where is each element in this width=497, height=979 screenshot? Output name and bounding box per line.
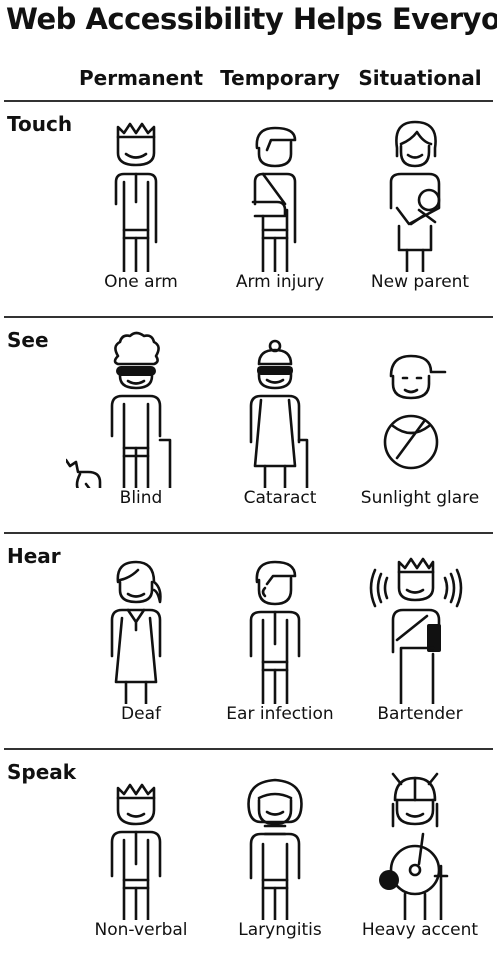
category-label-touch: Touch: [7, 112, 73, 136]
cell-sunlight-glare: Sunlight glare: [345, 316, 495, 532]
cell-blind: Blind: [66, 316, 216, 532]
caption-one-arm: One arm: [104, 272, 178, 292]
cell-new-parent: New parent: [345, 100, 495, 316]
caption-laryngitis: Laryngitis: [238, 920, 322, 940]
page-title: Web Accessibility Helps Everyone: [6, 2, 497, 36]
cell-deaf: Deaf: [66, 532, 216, 748]
section-speak: Speak Non-verbal Laryngitis: [0, 748, 497, 964]
cataract-figure-icon: [249, 339, 309, 488]
sunlight-glare-figure-icon: [383, 354, 447, 470]
cell-heavy-accent: Heavy accent: [345, 748, 495, 964]
column-header-temporary: Temporary: [220, 66, 340, 90]
caption-non-verbal: Non-verbal: [94, 920, 188, 940]
section-touch: Touch One arm Arm injury: [0, 100, 497, 316]
caption-heavy-accent: Heavy accent: [361, 920, 479, 940]
caption-ear-infection: Ear infection: [226, 704, 334, 724]
cell-arm-injury: Arm injury: [205, 100, 355, 316]
category-label-hear: Hear: [7, 544, 61, 568]
deaf-figure-icon: [110, 560, 162, 704]
section-divider: [4, 316, 493, 318]
category-label-see: See: [7, 328, 49, 352]
ear-infection-figure-icon: [249, 560, 301, 704]
column-header-permanent: Permanent: [78, 66, 204, 90]
bartender-figure-icon: [369, 557, 463, 704]
caption-blind: Blind: [119, 488, 163, 508]
caption-sunlight-glare: Sunlight glare: [360, 488, 480, 508]
section-hear: Hear Deaf Ear infection: [0, 532, 497, 748]
cell-one-arm: One arm: [66, 100, 216, 316]
column-header-situational: Situational: [358, 66, 482, 90]
non-verbal-figure-icon: [110, 783, 162, 920]
section-divider: [4, 748, 493, 750]
cell-ear-infection: Ear infection: [205, 532, 355, 748]
laryngitis-figure-icon: [247, 778, 303, 920]
category-label-speak: Speak: [7, 760, 77, 784]
caption-arm-injury: Arm injury: [235, 272, 325, 292]
cell-cataract: Cataract: [205, 316, 355, 532]
caption-new-parent: New parent: [370, 272, 470, 292]
caption-bartender: Bartender: [377, 704, 463, 724]
section-see: See Blind Cataract: [0, 316, 497, 532]
cell-laryngitis: Laryngitis: [205, 748, 355, 964]
arm-injury-figure-icon: [251, 126, 297, 272]
cell-non-verbal: Non-verbal: [66, 748, 216, 964]
caption-deaf: Deaf: [121, 704, 161, 724]
cell-bartender: Bartender: [345, 532, 495, 748]
new-parent-figure-icon: [389, 120, 441, 272]
one-arm-figure-icon: [114, 122, 158, 272]
blind-figure-icon: [66, 331, 172, 488]
section-divider: [4, 100, 493, 102]
caption-cataract: Cataract: [243, 488, 317, 508]
heavy-accent-figure-icon: [379, 772, 449, 920]
section-divider: [4, 532, 493, 534]
